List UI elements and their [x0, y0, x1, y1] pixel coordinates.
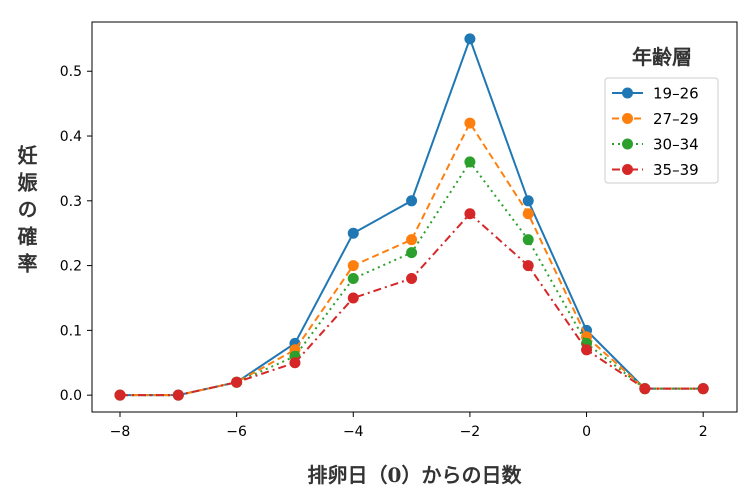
x-axis-label: 排卵日（0）からの日数 [308, 463, 523, 487]
x-tick-label: −8 [110, 424, 131, 440]
plot-frame [91, 21, 738, 413]
data-point [406, 247, 418, 259]
data-point [639, 383, 651, 395]
x-tick-label: −6 [226, 424, 247, 440]
legend-marker [622, 164, 633, 175]
data-point [347, 260, 359, 272]
data-point [464, 208, 476, 220]
data-point [581, 344, 593, 356]
data-point [347, 292, 359, 304]
legend-label: 19–26 [653, 85, 699, 103]
data-point [522, 260, 534, 272]
x-tick-label: −2 [460, 424, 481, 440]
x-tick-label: 0 [582, 424, 591, 440]
legend-label: 30–34 [653, 136, 699, 154]
legend-box [604, 77, 719, 184]
x-tick-label: 2 [699, 424, 708, 440]
data-point [697, 383, 709, 395]
data-point [464, 156, 476, 168]
data-point [114, 389, 126, 401]
y-tick-label: 0.3 [60, 194, 82, 210]
series-line-27–29 [119, 121, 704, 397]
data-point [172, 389, 184, 401]
data-point [231, 376, 243, 388]
y-tick-label: 0.0 [60, 388, 82, 404]
data-point [289, 357, 301, 369]
legend-marker [622, 87, 633, 99]
y-tick-label: 0.5 [60, 64, 82, 80]
y-tick-label: 0.1 [60, 323, 82, 339]
legend-marker [622, 138, 633, 150]
x-tick-label: −4 [343, 424, 364, 440]
data-point [347, 273, 359, 285]
data-point [464, 33, 476, 45]
legend-title: 年齢層 [632, 45, 692, 69]
y-tick-label: 0.2 [60, 259, 82, 275]
legend-marker [622, 113, 633, 124]
data-point [522, 234, 534, 246]
y-tick-label: 0.4 [60, 129, 82, 145]
data-point [522, 195, 534, 207]
data-point [347, 227, 359, 239]
data-point [522, 208, 534, 220]
data-point [464, 117, 476, 129]
data-point [406, 234, 418, 246]
data-point [406, 273, 418, 285]
legend-label: 35–39 [653, 161, 699, 179]
data-point [406, 195, 418, 207]
legend-label: 27–29 [653, 110, 699, 128]
y-axis-label: 妊娠の確率 [14, 145, 38, 280]
